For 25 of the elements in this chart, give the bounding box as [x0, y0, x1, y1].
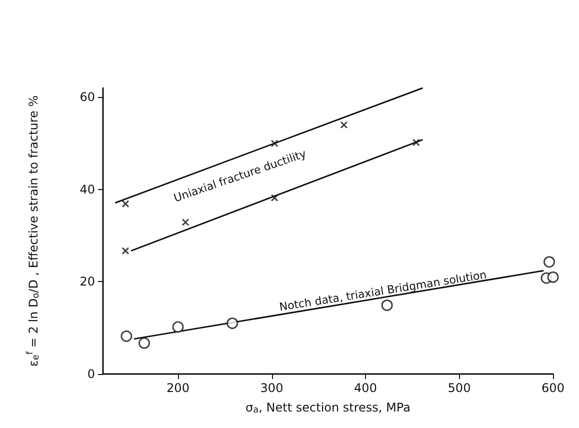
point: [122, 247, 130, 255]
point: [172, 321, 184, 333]
point: [270, 140, 278, 148]
point: [547, 271, 559, 283]
x-tick-label: 500: [448, 381, 471, 395]
annotation: Notch data, triaxial Bridgman solution: [278, 268, 488, 314]
point: [120, 330, 132, 342]
y-tick-label: 40: [80, 182, 95, 196]
point: [340, 121, 348, 129]
point: [182, 218, 190, 226]
point: [138, 337, 150, 349]
y-tick-label: 20: [80, 274, 95, 289]
point: [270, 194, 278, 202]
point: [381, 300, 393, 312]
point: [226, 318, 238, 330]
x-tick-label: 600: [542, 381, 564, 395]
point: [412, 138, 420, 146]
point: [544, 256, 555, 268]
y-tick-label: 0: [87, 367, 95, 381]
x-tick-label: 200: [166, 381, 190, 395]
point: [122, 200, 130, 208]
x-tick-label: 300: [260, 381, 284, 395]
y-axis-title: εef = 2 ln Do/D , Effective strain to fracture %: [26, 95, 42, 367]
y-tick-label: 60: [80, 90, 95, 104]
x-tick-label: 400: [354, 381, 377, 395]
